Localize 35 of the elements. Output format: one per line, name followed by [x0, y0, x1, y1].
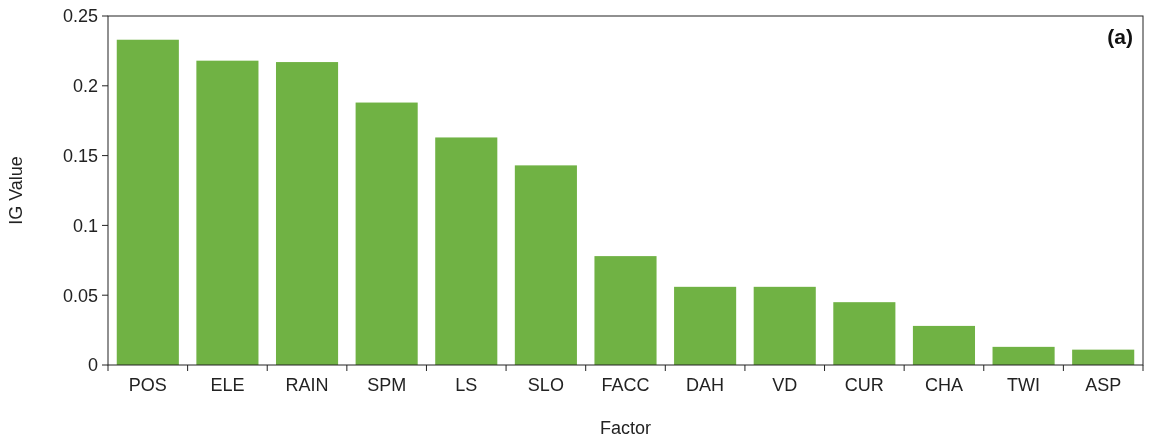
x-tick-label: VD — [772, 375, 798, 395]
y-tick-label: 0.1 — [72, 215, 98, 236]
bar — [912, 325, 976, 365]
x-tick-label: POS — [128, 375, 167, 395]
bar — [1072, 349, 1135, 365]
y-tick-label: 0.2 — [72, 76, 98, 97]
y-axis-title: IG Value — [6, 156, 26, 225]
bar — [275, 62, 339, 365]
annotation: (a) — [1107, 25, 1133, 48]
y-tick-label: 0.25 — [62, 6, 98, 27]
bar — [116, 39, 179, 365]
bar — [196, 60, 259, 365]
x-tick-label: SLO — [527, 375, 564, 395]
x-tick-label: CHA — [924, 375, 963, 395]
x-tick-label: RAIN — [285, 375, 329, 395]
x-tick-label: CUR — [844, 375, 884, 395]
y-tick-label: 0.05 — [62, 285, 98, 306]
bar — [435, 137, 498, 365]
bar — [514, 165, 577, 365]
x-tick-label: SPM — [367, 375, 407, 395]
x-tick-label: LS — [455, 375, 478, 395]
bar — [753, 286, 816, 365]
bar — [674, 286, 737, 365]
bar — [833, 302, 896, 365]
bar — [594, 256, 657, 365]
bar — [355, 102, 418, 365]
x-tick-label: ASP — [1085, 375, 1122, 395]
y-tick-label: 0.15 — [62, 145, 98, 166]
x-tick-label: DAH — [686, 375, 725, 395]
x-tick-label: TWI — [1007, 375, 1041, 395]
y-tick-label: 0 — [87, 355, 98, 376]
x-tick-label: ELE — [210, 375, 245, 395]
x-axis-title: Factor — [599, 418, 652, 438]
x-tick-label: FACC — [601, 375, 650, 395]
bar — [992, 346, 1055, 365]
